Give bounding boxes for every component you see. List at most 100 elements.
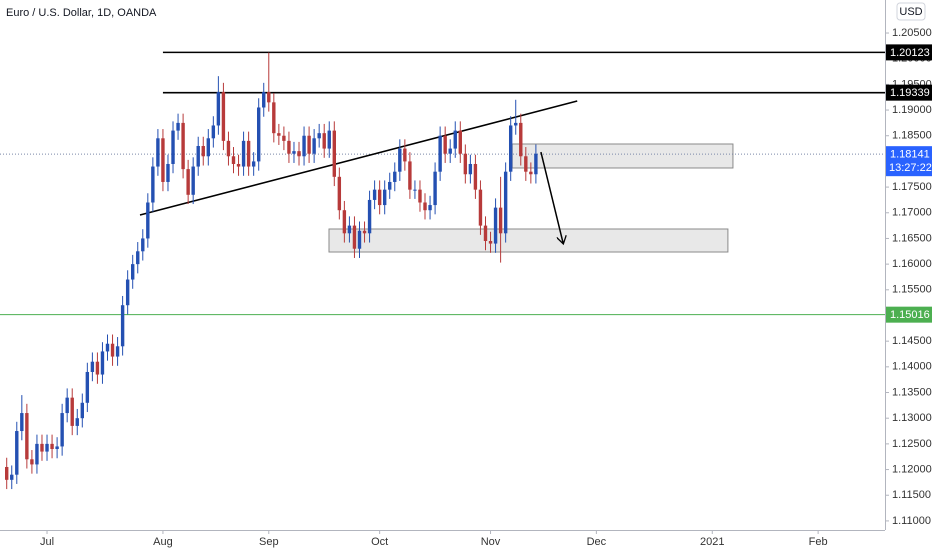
y-tick-label: 1.20500 <box>892 27 932 39</box>
y-tick-label: 1.17500 <box>892 181 932 193</box>
candle-body <box>398 148 402 172</box>
candle-body <box>448 148 452 154</box>
candle-body <box>418 189 422 203</box>
candle-body <box>20 413 24 432</box>
y-tick-label: 1.14000 <box>892 361 932 373</box>
trendline <box>139 100 578 216</box>
candle-body <box>10 474 14 480</box>
candle-body <box>519 122 523 157</box>
candle-body <box>372 189 377 200</box>
candle-body <box>156 138 160 167</box>
current-price-label: 1.18141 <box>890 149 930 161</box>
candle-body <box>498 207 503 234</box>
zone-box <box>328 228 729 253</box>
plot-area <box>0 51 885 490</box>
candle-body <box>508 125 513 172</box>
candle-body <box>181 122 185 170</box>
candle-body <box>251 161 256 167</box>
candle-body <box>362 230 367 234</box>
candle-body <box>408 161 412 190</box>
candle-body <box>468 163 473 175</box>
current-price-bg <box>886 146 932 177</box>
candle-body <box>317 133 321 139</box>
candle-body <box>514 122 518 126</box>
x-tick-label: Oct <box>371 536 388 548</box>
candle-body <box>478 189 483 226</box>
candle-body <box>377 189 382 206</box>
candle-body <box>423 202 427 211</box>
candle-body <box>438 135 442 172</box>
candle-body <box>65 397 69 414</box>
candle-body <box>503 171 508 234</box>
candle-body <box>15 431 19 475</box>
candle-body <box>45 443 49 452</box>
level-label-bg <box>886 84 932 101</box>
candle-body <box>130 264 135 280</box>
candle-body <box>40 443 44 452</box>
chart-title: Euro / U.S. Dollar, 1D, OANDA <box>6 7 157 19</box>
candle-body <box>211 125 216 139</box>
candle-body <box>529 171 533 175</box>
candle-body <box>70 397 74 426</box>
candle-body <box>196 146 200 167</box>
y-tick-label: 1.19000 <box>892 104 932 116</box>
candle-body <box>25 413 29 460</box>
candle-body <box>221 92 226 141</box>
candle-body <box>493 207 498 244</box>
y-tick-label: 1.15500 <box>892 284 932 296</box>
candle-body <box>256 107 261 162</box>
candle-body <box>327 130 331 149</box>
candle-body <box>287 140 291 154</box>
y-tick-label: 1.11000 <box>892 515 931 527</box>
candle-body <box>191 166 195 195</box>
candle-body <box>342 210 347 234</box>
x-tick-label: Feb <box>809 536 828 548</box>
currency-label[interactable]: USD <box>899 6 922 18</box>
candle-body <box>105 343 110 352</box>
candle-body <box>100 351 105 375</box>
candle-body <box>146 202 150 239</box>
candle-body <box>292 151 296 154</box>
y-tick-label: 1.11500 <box>892 489 931 501</box>
candle-body <box>35 443 39 465</box>
y-tick-label: 1.14500 <box>892 335 932 347</box>
arrow <box>540 151 563 243</box>
y-tick-label: 1.12000 <box>892 463 932 475</box>
y-tick-label: 1.13500 <box>892 386 932 398</box>
candle-body <box>393 171 397 182</box>
candle-body <box>141 238 145 252</box>
candle-body <box>241 140 246 167</box>
candle-body <box>267 92 271 103</box>
candle-body <box>136 251 140 265</box>
candle-body <box>463 153 468 175</box>
candle-body <box>433 171 437 206</box>
candle-body <box>367 199 372 234</box>
candle-body <box>534 153 538 175</box>
candle-body <box>5 466 9 480</box>
candle-body <box>277 133 281 136</box>
candle-body <box>347 225 352 234</box>
candle-body <box>282 135 286 141</box>
candle-body <box>206 138 210 157</box>
currency-button[interactable] <box>896 2 926 21</box>
candle-body <box>322 133 326 149</box>
candle-body <box>236 163 241 167</box>
candle-body <box>176 122 180 131</box>
candle-body <box>80 402 85 419</box>
candle-body <box>382 189 387 206</box>
candle-body <box>413 189 417 191</box>
candle-body <box>186 169 190 195</box>
candle-body <box>302 135 306 157</box>
level-label-bg <box>886 44 932 61</box>
candle-body <box>272 102 276 134</box>
level-label: 1.19339 <box>890 87 930 99</box>
candle-body <box>524 156 528 172</box>
candle-body <box>30 459 34 465</box>
candle-body <box>226 140 231 157</box>
y-tick-label: 1.12500 <box>892 438 932 450</box>
candle-body <box>357 230 362 249</box>
candle-body <box>110 343 115 357</box>
